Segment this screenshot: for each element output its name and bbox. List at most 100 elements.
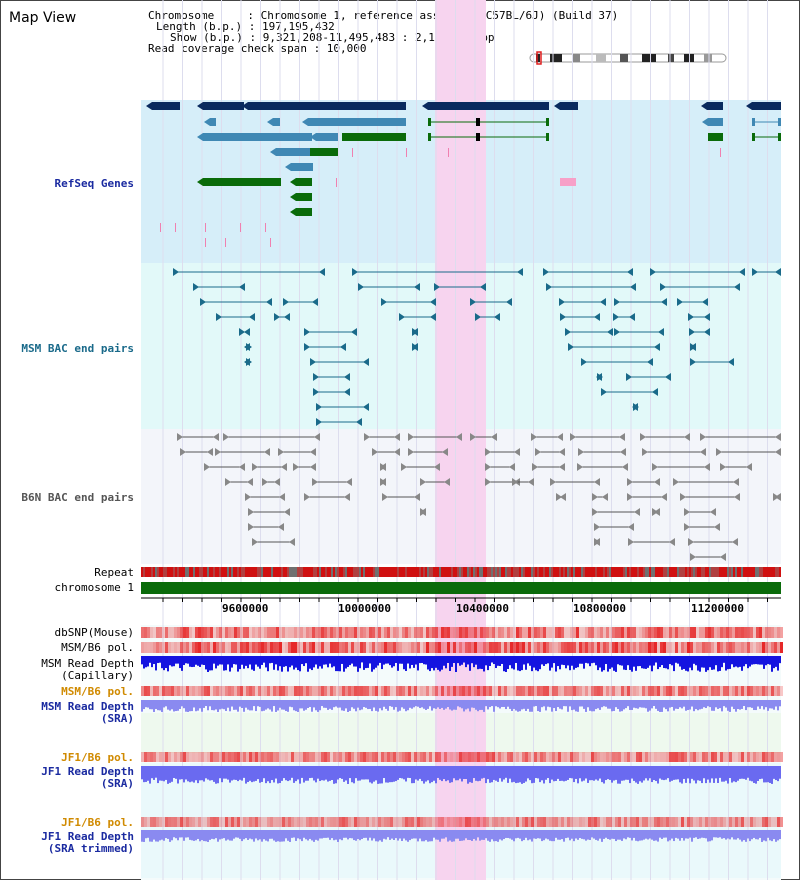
jf1-b6-pol-heat-cell	[492, 752, 495, 762]
repeat-mark	[645, 567, 647, 577]
msm-depth-sra-bar	[207, 700, 209, 711]
repeat-mark	[343, 567, 345, 577]
dbsnp-heat-cell	[366, 627, 369, 638]
msm-depth-sra-bar	[561, 700, 563, 710]
repeat-mark	[615, 567, 617, 577]
msm-b6-pol-heat-cell	[525, 642, 528, 653]
jf1-depth-trim-bar	[713, 830, 715, 838]
msm-depth-cap-bar	[685, 656, 687, 671]
jf1-depth-trim-bar	[757, 830, 759, 840]
jf1-depth-sra-bar	[181, 766, 183, 780]
jf1-b6-pol-heat-cell	[711, 752, 714, 762]
repeat-mark	[149, 567, 151, 577]
repeat-mark	[341, 567, 343, 577]
msm-depth-sra-bar	[707, 700, 709, 707]
jf1-b6-pol-trim-heat-cell	[462, 817, 465, 827]
jf1-depth-sra-bar	[441, 766, 443, 782]
jf1-b6-pol-heat-cell	[156, 752, 159, 762]
chromosome-label: chromosome 1	[54, 581, 134, 594]
dbsnp-heat-cell	[141, 627, 144, 638]
repeat-mark	[595, 567, 597, 577]
repeat-mark	[449, 567, 451, 577]
msm-depth-cap-bar	[641, 656, 643, 669]
msm-b6-pol-sra-heat-cell	[420, 686, 423, 696]
msm-bac-end	[266, 298, 272, 306]
msm-b6-pol-sra-heat-cell	[234, 686, 237, 696]
msm-depth-sra-bar	[627, 700, 629, 707]
jf1-depth-trim-bar	[155, 830, 157, 842]
jf1-b6-pol-heat-cell	[768, 752, 771, 762]
jf1-depth-trim-bar	[291, 830, 293, 838]
msm-depth-sra-bar	[641, 700, 643, 708]
msm-depth-sra-bar	[573, 700, 575, 710]
pink-marker	[205, 223, 206, 232]
dbsnp-heat-cell	[282, 627, 285, 638]
jf1-depth-sra-bar	[673, 766, 675, 780]
repeat-mark	[331, 567, 333, 577]
repeat-mark	[525, 567, 527, 577]
jf1-depth-trim-bar	[337, 830, 339, 842]
repeat-mark	[627, 567, 629, 577]
jf1-b6-pol-heat-cell	[699, 752, 702, 762]
msm-b6-pol-heat-cell	[630, 642, 633, 653]
jf1-depth-sra-bar	[565, 766, 567, 781]
jf1-depth-sra-bar	[545, 766, 547, 780]
dbsnp-heat-cell	[351, 627, 354, 638]
repeat-mark	[329, 567, 331, 577]
jf1-depth-sra-bar	[307, 766, 309, 781]
jf1-b6-pol-heat-cell	[270, 752, 273, 762]
dbsnp-heat-cell	[666, 627, 669, 638]
jf1-depth-trim-bar	[533, 830, 535, 839]
msm-depth-sra-bar	[525, 700, 527, 711]
jf1-depth-trim-bar	[503, 830, 505, 840]
msm-depth-cap-bar	[447, 656, 449, 664]
repeat-mark	[285, 567, 287, 577]
msm-depth-sra-bar	[703, 700, 705, 708]
msm-depth-cap-bar	[699, 656, 701, 672]
msm-depth-cap-bar	[553, 656, 555, 664]
jf1-depth-sra-bar	[595, 766, 597, 780]
jf1-b6-pol-trim-heat-cell	[546, 817, 549, 827]
repeat-mark	[387, 567, 389, 577]
msm-b6-pol-heat-cell	[399, 642, 402, 653]
msm-depth-sra-bar	[639, 700, 641, 708]
msm-depth-sra-bar	[519, 700, 521, 712]
jf1-b6-pol-trim-heat-cell	[519, 817, 522, 827]
b6n-bac-end	[673, 478, 679, 486]
chromosome-ideogram[interactable]	[528, 51, 730, 65]
msm-depth-sra-bar	[293, 700, 295, 711]
jf1-b6-pol-heat-cell	[498, 752, 501, 762]
jf1-b6-pol-trim-heat-cell	[756, 817, 759, 827]
b6n-bac-end	[281, 463, 287, 471]
dbsnp-heat-cell	[630, 627, 633, 638]
msm-depth-sra-bar	[741, 700, 743, 709]
msm-b6-pol-sra-heat-cell	[402, 686, 405, 696]
coverage-span-info: Read coverage check span : 10,000	[148, 42, 367, 55]
jf1-depth-trim-bar	[379, 830, 381, 841]
jf1-depth-trim-bar	[235, 830, 237, 838]
msm-depth-sra-bar	[655, 700, 657, 709]
dbsnp-heat-cell	[249, 627, 252, 638]
jf1-depth-sra-bar	[427, 766, 429, 781]
jf1-b6-pol-trim-heat-cell	[390, 817, 393, 827]
b6n-bac-end	[284, 508, 290, 516]
msm-depth-cap-bar	[201, 656, 203, 665]
jf1-depth-sra-bar	[233, 766, 235, 780]
jf1-b6-pol-heat-cell	[216, 752, 219, 762]
jf1-depth-sra-bar	[587, 766, 589, 783]
msm-depth-sra-bar	[391, 700, 393, 707]
msm-depth-cap-bar	[257, 656, 259, 667]
jf1-depth-trim-bar	[507, 830, 509, 838]
jf1-b6-pol-trim-heat-cell	[408, 817, 411, 827]
dbsnp-heat-cell	[159, 627, 162, 638]
msm-bac-end	[652, 388, 658, 396]
jf1-depth-sra-bar	[703, 766, 705, 779]
msm-depth-sra-bar	[379, 700, 381, 709]
msm-depth-sra-bar	[167, 700, 169, 710]
msm-depth-cap-bar	[673, 656, 675, 672]
msm-depth-cap-bar	[251, 656, 253, 670]
jf1-depth-sra-bar	[759, 766, 761, 780]
msm-depth-sra-bar	[607, 700, 609, 709]
